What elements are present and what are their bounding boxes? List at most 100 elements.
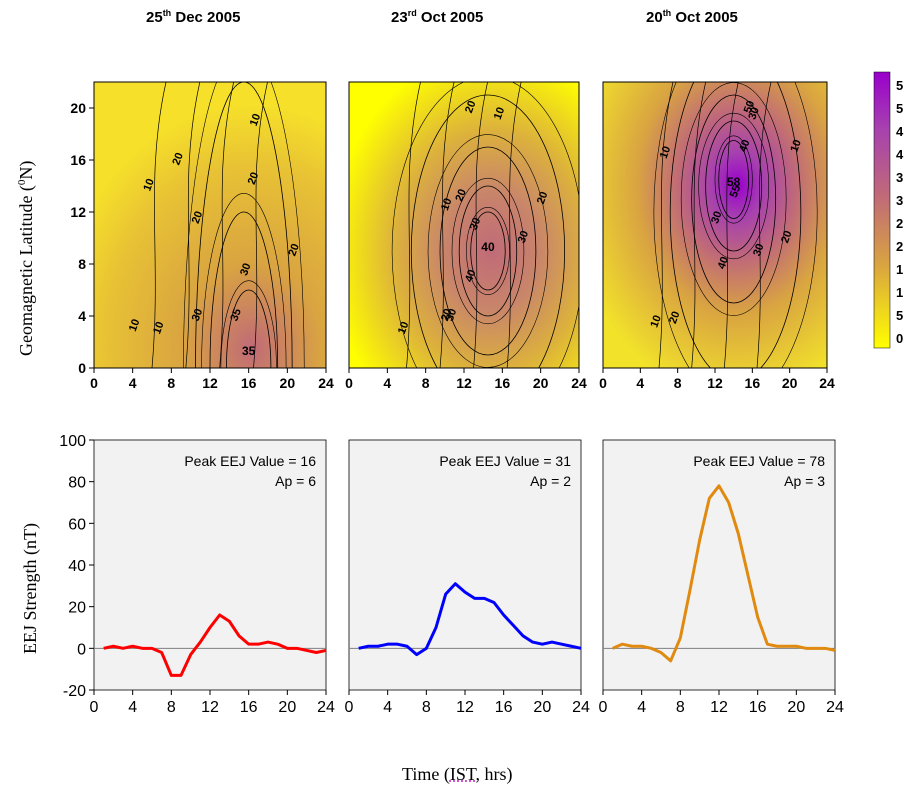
x-tick-label: 16 — [495, 375, 511, 391]
x-tick-label: 4 — [637, 699, 646, 716]
series-line — [612, 484, 836, 663]
contour-line — [219, 82, 235, 368]
x-tick-label: 16 — [241, 375, 257, 391]
contour-line — [451, 177, 525, 325]
colorbar-label: 1 — [896, 262, 903, 277]
contour-line — [466, 207, 510, 295]
y-tick-label: 0 — [78, 360, 86, 376]
peak-contour-label: 35 — [242, 344, 256, 358]
y-tick-label: 80 — [68, 475, 86, 492]
x-tick-label: 24 — [317, 699, 335, 716]
x-tick-label: 0 — [599, 375, 607, 391]
contour-label: 20 — [779, 229, 794, 245]
contour-line — [723, 82, 739, 368]
x-tick-label: 0 — [90, 375, 98, 391]
x-tick-label: 4 — [383, 699, 392, 716]
contour-line — [220, 280, 277, 368]
contour-label: 20 — [190, 210, 205, 226]
contour-label: 55 — [728, 184, 743, 200]
y-tick-label: 0 — [77, 641, 86, 658]
colorbar-label: 3 — [896, 170, 903, 185]
colorbar-label: 3 — [896, 193, 903, 208]
contour-background — [94, 82, 326, 368]
contour-line — [439, 82, 455, 368]
colorbar-label: 5 — [896, 101, 903, 116]
contour-line — [680, 82, 787, 316]
x-tick-label: 4 — [128, 699, 137, 716]
contour-label: 30 — [238, 262, 253, 278]
contour-line — [506, 82, 522, 368]
x-tick-label: 24 — [819, 375, 835, 391]
colorbar-label: 2 — [896, 216, 903, 231]
contour-label: 10 — [492, 106, 507, 122]
panel-title-3: 20th Oct 2005 — [646, 8, 738, 26]
contour-line — [439, 146, 537, 356]
contour-line — [427, 134, 549, 368]
contour-lines-group — [151, 82, 305, 368]
x-tick-label: 24 — [318, 375, 334, 391]
x-tick-label: 8 — [422, 375, 430, 391]
contour-line — [669, 82, 802, 368]
contour-label: 10 — [439, 197, 454, 213]
colorbar-label: 5 — [896, 78, 903, 93]
contour-label: 30 — [709, 210, 724, 226]
contour-label: 10 — [788, 138, 803, 154]
ap-label: Ap = 2 — [530, 473, 571, 489]
x-tick-label: 4 — [636, 375, 644, 391]
contour-line — [473, 82, 488, 368]
contour-label: 40 — [463, 268, 478, 284]
x-tick-label: 12 — [456, 699, 474, 716]
contour-line — [410, 94, 566, 368]
y-tick-label: 40 — [68, 558, 86, 575]
contour-label: 20 — [170, 151, 185, 167]
contour-line — [209, 211, 279, 368]
contour-label: 20 — [463, 99, 478, 115]
x-tick-label: 8 — [674, 375, 682, 391]
contour-label: 30 — [190, 307, 205, 323]
y-tick-label: 20 — [68, 600, 86, 617]
x-tick-label: 20 — [787, 699, 805, 716]
contour-label: 10 — [141, 177, 156, 193]
y-tick-label: 4 — [78, 308, 86, 324]
x-tick-label: 8 — [167, 375, 175, 391]
contour-label: 20 — [667, 310, 682, 326]
ap-label: Ap = 6 — [275, 473, 316, 489]
x-tick-label: 16 — [240, 699, 258, 716]
x-tick-label: 0 — [345, 375, 353, 391]
contour-line — [391, 82, 579, 368]
series-line — [358, 582, 582, 657]
contour-label: 20 — [453, 188, 468, 204]
x-tick-label: 12 — [202, 375, 218, 391]
contour-lines-group — [391, 82, 579, 368]
contour-line — [458, 185, 518, 317]
contour-line — [226, 289, 272, 368]
x-axis-label: Time (IST, hrs) — [402, 764, 513, 784]
colorbar-label: 4 — [896, 147, 904, 162]
contour-label: 50 — [742, 99, 757, 115]
colorbar-label: 4 — [896, 124, 904, 139]
x-tick-label: 4 — [383, 375, 391, 391]
x-tick-label: 20 — [533, 699, 551, 716]
x-tick-label: 16 — [749, 699, 767, 716]
x-tick-label: 12 — [710, 699, 728, 716]
contour-label: 10 — [658, 145, 673, 161]
y-tick-label: -20 — [63, 683, 86, 700]
contour-line — [406, 82, 421, 368]
contour-label: 30 — [444, 307, 459, 323]
contour-background — [349, 82, 579, 368]
peak-eej-label: Peak EEJ Value = 78 — [693, 453, 825, 469]
contour-label: 10 — [396, 320, 411, 336]
contour-label: 40 — [737, 138, 752, 154]
colorbar — [873, 71, 891, 349]
contour-background — [603, 82, 827, 368]
contour-line — [705, 120, 763, 252]
contour-label: 20 — [286, 242, 301, 258]
contour-line — [691, 82, 707, 368]
x-tick-label: 8 — [422, 699, 431, 716]
contour-label: 20 — [246, 171, 261, 187]
contour-panel-1: 10 10 20 20 10 30 20 35 30 20 10 35 0 4 8 12 16 20 24 0 4 8 12… — [70, 81, 334, 391]
contour-line — [185, 82, 201, 368]
